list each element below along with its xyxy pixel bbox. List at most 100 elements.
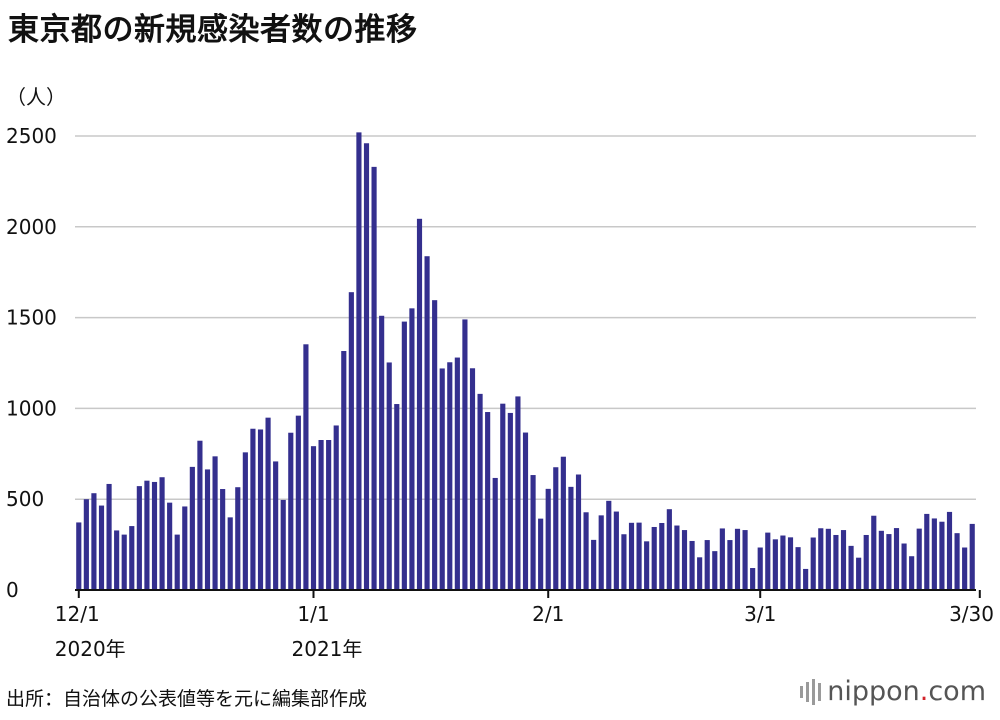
bar bbox=[333, 425, 339, 590]
bar bbox=[394, 404, 400, 590]
bar bbox=[621, 534, 627, 590]
bar bbox=[931, 518, 937, 590]
y-tick-label: 1000 bbox=[6, 396, 57, 420]
bar bbox=[424, 256, 430, 590]
bar bbox=[257, 429, 264, 590]
bar bbox=[750, 568, 756, 590]
x-axis-ticks: 12/1 2020年 1/1 2021年 2/1 3/1 3/30 bbox=[55, 590, 994, 661]
y-axis-tick-labels: 0 500 1000 1500 2000 2500 bbox=[6, 124, 57, 602]
bar bbox=[583, 512, 589, 590]
bar bbox=[560, 456, 566, 590]
brand-logo: nippon.com bbox=[800, 676, 986, 707]
bar bbox=[825, 528, 831, 590]
bar bbox=[242, 452, 248, 590]
bar bbox=[969, 523, 975, 590]
bar bbox=[538, 518, 544, 590]
bar bbox=[742, 530, 748, 590]
bar bbox=[318, 440, 324, 590]
bar bbox=[946, 511, 953, 590]
x-tick-label: 12/1 bbox=[55, 602, 100, 626]
y-tick-label: 0 bbox=[6, 578, 19, 602]
bar bbox=[492, 477, 498, 590]
bar bbox=[727, 540, 733, 590]
bar bbox=[106, 483, 112, 590]
bar bbox=[356, 132, 362, 590]
y-axis-unit-label: （人） bbox=[6, 85, 66, 109]
bar bbox=[886, 534, 892, 590]
bar bbox=[273, 461, 279, 590]
bar bbox=[454, 357, 460, 590]
bar bbox=[863, 534, 869, 590]
bar bbox=[780, 535, 786, 590]
bar bbox=[962, 547, 968, 590]
bar bbox=[818, 528, 824, 590]
bar bbox=[212, 456, 218, 590]
bar bbox=[901, 543, 907, 590]
bar bbox=[606, 500, 612, 590]
x-tick-label: 3/1 bbox=[744, 602, 776, 626]
bar bbox=[598, 515, 604, 590]
bar bbox=[613, 511, 619, 590]
bar bbox=[591, 539, 597, 590]
bar bbox=[159, 477, 165, 590]
bar bbox=[666, 509, 672, 590]
y-tick-label: 2000 bbox=[6, 215, 57, 239]
bar bbox=[114, 530, 120, 590]
bar bbox=[136, 486, 142, 590]
bar bbox=[659, 522, 665, 590]
bar bbox=[174, 534, 180, 590]
bar bbox=[129, 526, 135, 590]
bar bbox=[833, 534, 839, 590]
x-tick-label: 1/1 bbox=[297, 602, 329, 626]
bar bbox=[144, 480, 150, 590]
bar bbox=[893, 528, 900, 590]
x-tick-year-label: 2021年 bbox=[292, 637, 363, 661]
bar bbox=[439, 368, 445, 590]
bar bbox=[83, 499, 89, 590]
bar bbox=[840, 530, 847, 590]
bar bbox=[628, 522, 635, 590]
bar bbox=[681, 530, 688, 590]
y-tick-label: 500 bbox=[6, 487, 44, 511]
bar bbox=[644, 541, 650, 590]
bar bbox=[924, 513, 930, 590]
bar bbox=[151, 481, 158, 590]
bar bbox=[485, 412, 491, 590]
bar bbox=[515, 396, 521, 590]
bar bbox=[462, 319, 468, 590]
bar bbox=[871, 515, 877, 590]
bar bbox=[167, 502, 173, 590]
bar bbox=[651, 526, 657, 590]
bar bbox=[379, 315, 385, 590]
bar bbox=[575, 474, 582, 590]
bar bbox=[719, 528, 725, 590]
brand-bars-icon bbox=[800, 678, 822, 705]
bar bbox=[91, 493, 97, 590]
bar bbox=[477, 393, 483, 590]
bar bbox=[810, 537, 816, 590]
x-tick-label: 3/30 bbox=[949, 602, 994, 626]
bar bbox=[772, 539, 778, 590]
bar bbox=[689, 540, 695, 590]
bar bbox=[787, 537, 794, 590]
bar bbox=[220, 489, 226, 590]
bar bbox=[568, 486, 574, 590]
bar bbox=[954, 533, 960, 590]
bar bbox=[288, 432, 294, 590]
y-tick-label: 1500 bbox=[6, 306, 57, 330]
bar bbox=[341, 351, 347, 590]
bar bbox=[265, 417, 271, 590]
bar bbox=[757, 547, 763, 590]
source-note: 出所：自治体の公表値等を元に編集部作成 bbox=[6, 688, 368, 710]
bar bbox=[447, 362, 453, 590]
bar bbox=[878, 530, 884, 590]
bar bbox=[916, 528, 922, 590]
bar bbox=[326, 440, 332, 590]
bar bbox=[182, 506, 188, 590]
bar bbox=[432, 300, 438, 590]
bar bbox=[636, 522, 642, 590]
bar bbox=[500, 403, 506, 590]
bar bbox=[909, 556, 915, 590]
bar bbox=[303, 344, 309, 590]
brand-tld: com bbox=[928, 676, 986, 707]
